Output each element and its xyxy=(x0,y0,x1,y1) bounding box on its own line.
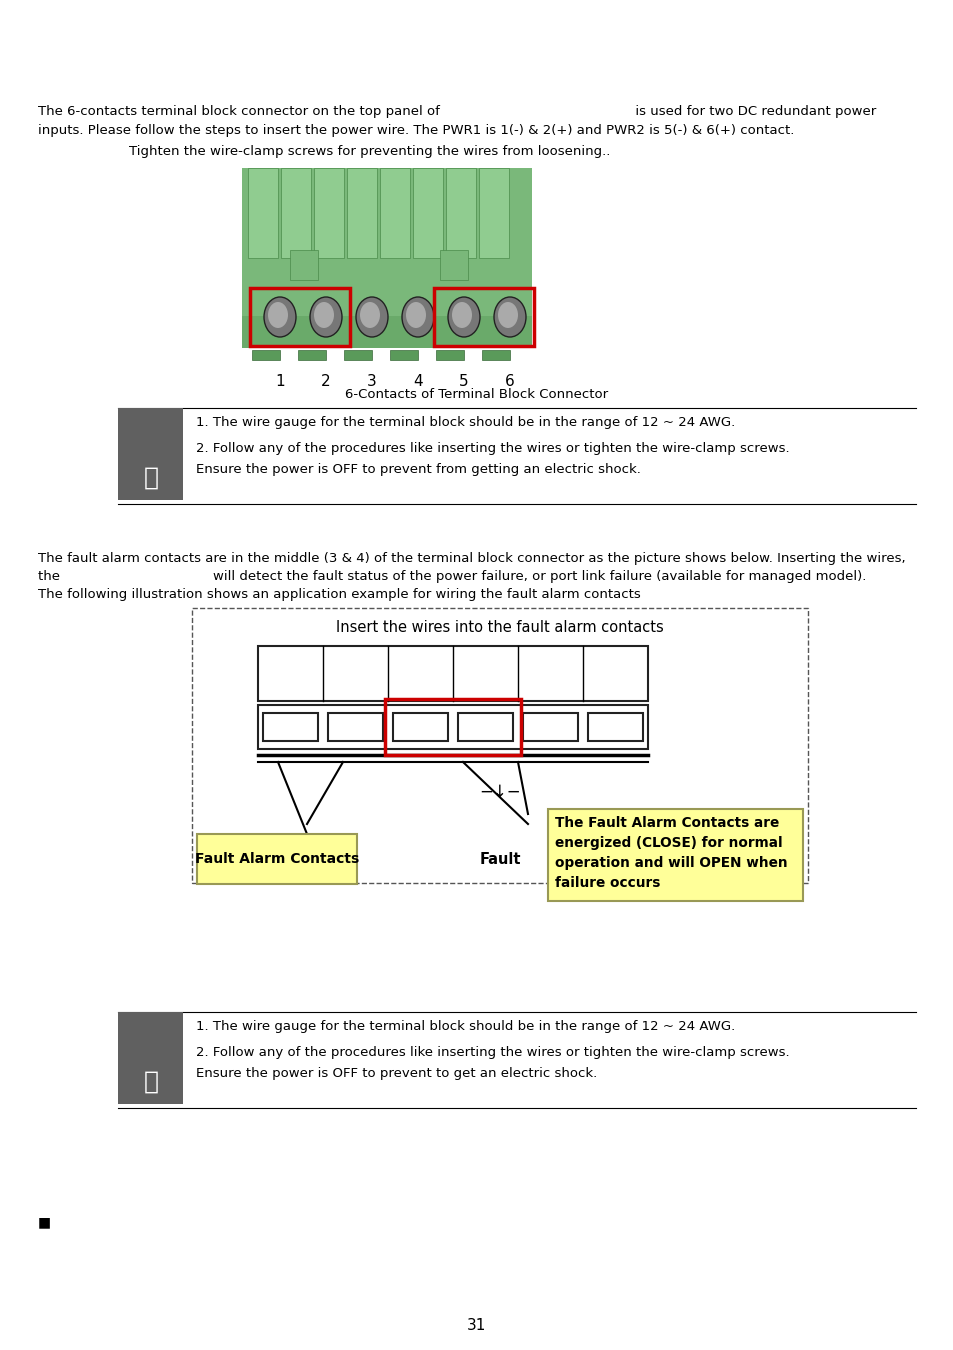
Bar xyxy=(118,1012,183,1104)
Text: The 6-contacts terminal block connector on the top panel of                     : The 6-contacts terminal block connector … xyxy=(38,105,876,117)
Text: Note: Note xyxy=(135,1179,167,1192)
Ellipse shape xyxy=(359,302,379,328)
Text: 1. The wire gauge for the terminal block should be in the range of 12 ~ 24 AWG.: 1. The wire gauge for the terminal block… xyxy=(195,1021,735,1033)
Bar xyxy=(257,705,647,749)
Bar xyxy=(390,350,417,360)
Bar xyxy=(242,316,532,348)
Ellipse shape xyxy=(310,297,341,338)
Text: 31: 31 xyxy=(467,1318,486,1332)
Ellipse shape xyxy=(497,302,517,328)
Text: Insert the wires into the fault alarm contacts: Insert the wires into the fault alarm co… xyxy=(335,620,663,634)
Bar xyxy=(439,250,468,279)
Text: 2. Follow any of the procedures like inserting the wires or tighten the wire-cla: 2. Follow any of the procedures like ins… xyxy=(195,441,789,455)
Text: Tighten the wire-clamp screws for preventing the wires from loosening..: Tighten the wire-clamp screws for preven… xyxy=(130,144,610,158)
Bar xyxy=(522,713,578,741)
Bar xyxy=(196,834,356,884)
Bar xyxy=(379,167,410,258)
Text: 4: 4 xyxy=(413,374,422,389)
Text: the                                    will detect the fault status of the power: the will detect the fault status of the … xyxy=(38,570,865,583)
Bar xyxy=(192,608,807,883)
Text: The Fault Alarm Contacts are
energized (CLOSE) for normal
operation and will OPE: The Fault Alarm Contacts are energized (… xyxy=(555,815,787,890)
Ellipse shape xyxy=(401,297,434,338)
Bar xyxy=(436,350,463,360)
Bar xyxy=(328,713,382,741)
Text: 6: 6 xyxy=(504,374,515,389)
Bar xyxy=(281,167,311,258)
Text: Note: Note xyxy=(135,575,167,589)
Ellipse shape xyxy=(448,297,479,338)
Ellipse shape xyxy=(406,302,426,328)
Text: Ensure the power is OFF to prevent from getting an electric shock.: Ensure the power is OFF to prevent from … xyxy=(195,463,640,477)
Bar xyxy=(252,350,280,360)
Text: 5: 5 xyxy=(458,374,468,389)
Text: 1: 1 xyxy=(274,374,285,389)
Text: Fault: Fault xyxy=(478,852,520,867)
Ellipse shape xyxy=(264,297,295,338)
Ellipse shape xyxy=(452,302,472,328)
Bar xyxy=(263,713,317,741)
Bar xyxy=(297,350,326,360)
Ellipse shape xyxy=(355,297,388,338)
Text: 📝: 📝 xyxy=(143,1071,158,1094)
Text: Ensure the power is OFF to prevent to get an electric shock.: Ensure the power is OFF to prevent to ge… xyxy=(195,1066,597,1080)
Text: Fault Alarm Contacts: Fault Alarm Contacts xyxy=(194,852,358,865)
Bar xyxy=(314,167,344,258)
Text: 1. The wire gauge for the terminal block should be in the range of 12 ~ 24 AWG.: 1. The wire gauge for the terminal block… xyxy=(195,416,735,429)
Text: ■: ■ xyxy=(38,1215,51,1228)
Bar xyxy=(347,167,376,258)
Ellipse shape xyxy=(268,302,288,328)
Bar xyxy=(478,167,509,258)
Bar xyxy=(547,809,802,900)
Bar xyxy=(481,350,510,360)
Text: The following illustration shows an application example for wiring the fault ala: The following illustration shows an appl… xyxy=(38,589,640,601)
Text: 6-Contacts of Terminal Block Connector: 6-Contacts of Terminal Block Connector xyxy=(345,387,608,401)
Bar xyxy=(242,328,532,346)
Ellipse shape xyxy=(314,302,334,328)
Ellipse shape xyxy=(494,297,525,338)
Bar xyxy=(242,167,532,348)
Bar xyxy=(248,167,277,258)
Text: 2. Follow any of the procedures like inserting the wires or tighten the wire-cla: 2. Follow any of the procedures like ins… xyxy=(195,1046,789,1058)
Bar xyxy=(446,167,476,258)
Text: 3: 3 xyxy=(367,374,376,389)
Bar xyxy=(434,288,534,346)
Bar xyxy=(457,713,513,741)
Bar xyxy=(393,713,448,741)
Bar xyxy=(118,408,183,500)
Text: 📝: 📝 xyxy=(143,466,158,490)
Bar xyxy=(250,288,350,346)
Text: −↓−: −↓− xyxy=(478,783,520,801)
Bar xyxy=(413,167,442,258)
Bar xyxy=(290,250,317,279)
Bar xyxy=(257,647,647,701)
Bar xyxy=(587,713,642,741)
Text: The fault alarm contacts are in the middle (3 & 4) of the terminal block connect: The fault alarm contacts are in the midd… xyxy=(38,552,904,566)
Bar xyxy=(344,350,372,360)
Text: 2: 2 xyxy=(321,374,331,389)
Bar xyxy=(385,699,520,755)
Text: inputs. Please follow the steps to insert the power wire. The PWR1 is 1(-) & 2(+: inputs. Please follow the steps to inser… xyxy=(38,124,794,136)
